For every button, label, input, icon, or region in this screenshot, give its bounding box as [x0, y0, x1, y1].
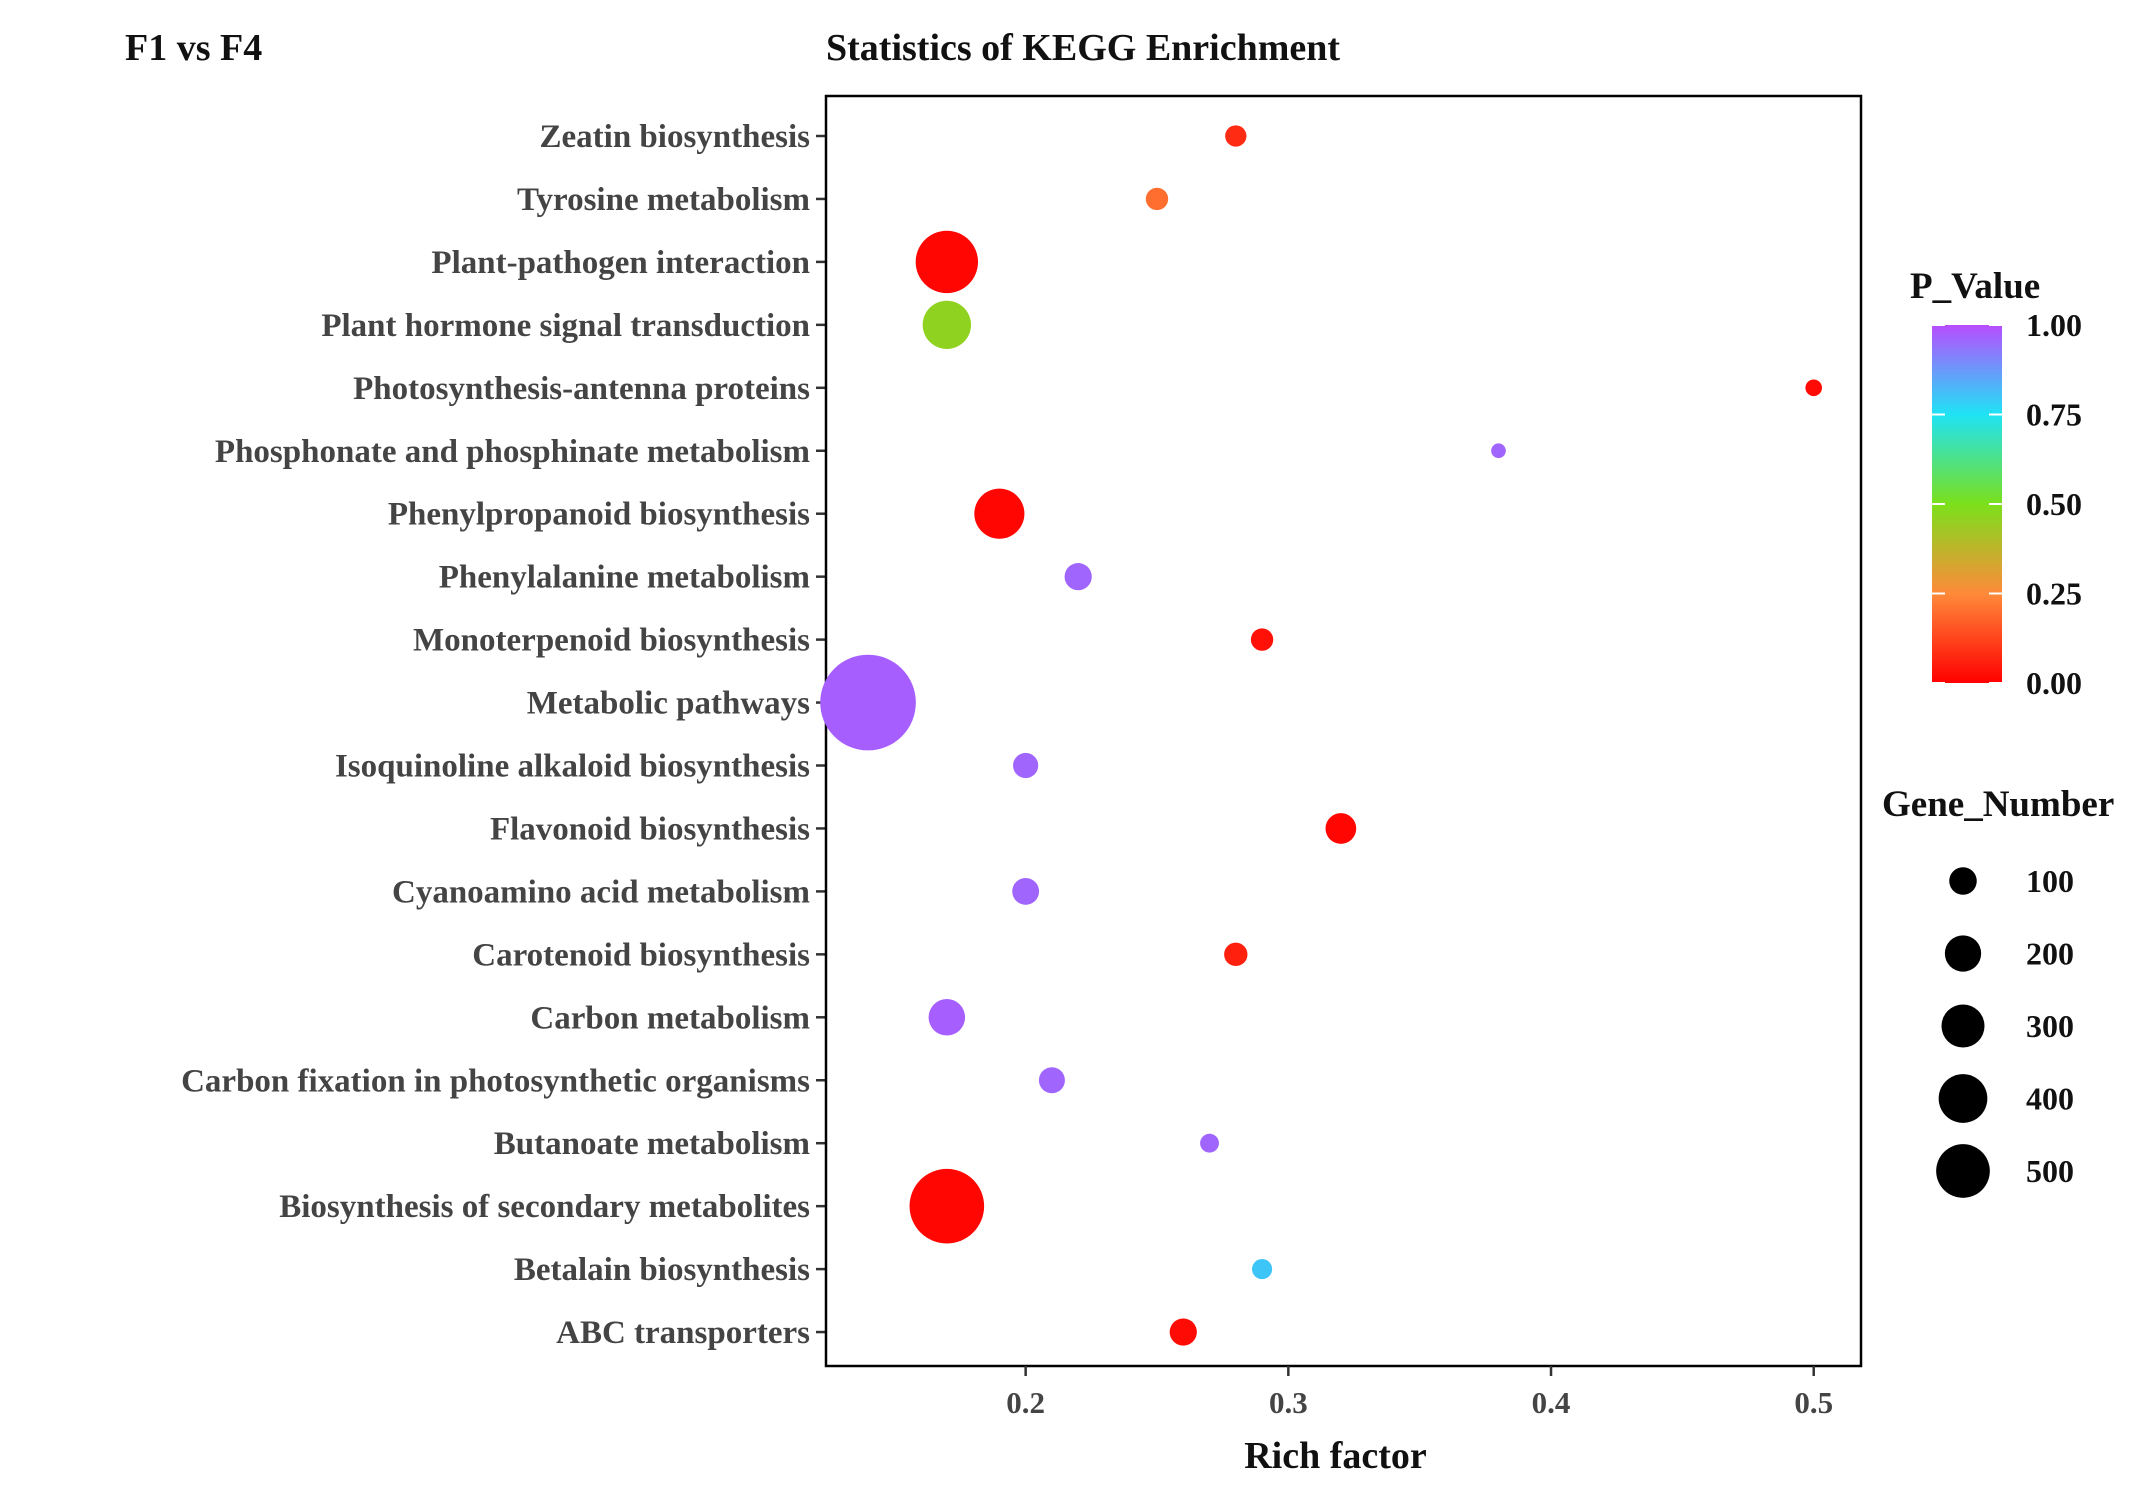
gene-number-legend-dot [1949, 867, 1977, 895]
y-label: Carbon fixation in photosynthetic organi… [181, 1063, 810, 1099]
gene-number-legend-label: 200 [2026, 936, 2074, 972]
comparison-label: F1 vs F4 [125, 27, 263, 69]
y-label: Metabolic pathways [527, 686, 810, 722]
y-label: Zeatin biosynthesis [540, 119, 811, 155]
y-label: Biosynthesis of secondary metabolites [279, 1189, 810, 1225]
gene-number-legend-label: 500 [2026, 1153, 2074, 1189]
data-points [820, 125, 1823, 1346]
p-value-legend-label: 0.25 [2026, 576, 2082, 612]
data-point [1805, 379, 1823, 397]
y-label: Flavonoid biosynthesis [490, 811, 810, 847]
data-point [1012, 877, 1040, 905]
p-value-legend: P_Value 1.00 0.75 0.50 0.25 0.00 [1910, 266, 2082, 701]
gene-number-legend-dot [1944, 935, 1982, 972]
x-tick-label: 0.3 [1269, 1385, 1308, 1420]
p-value-legend-label: 0.00 [2026, 665, 2082, 701]
data-point [974, 488, 1025, 539]
y-label: Isoquinoline alkaloid biosynthesis [335, 749, 810, 785]
data-point [1169, 1318, 1197, 1346]
data-point [1064, 563, 1092, 591]
y-label: Monoterpenoid biosynthesis [413, 623, 810, 659]
data-point [1145, 187, 1169, 211]
data-point [915, 230, 979, 294]
chart-title: Statistics of KEGG Enrichment [826, 27, 1341, 69]
data-point [1225, 125, 1247, 147]
data-point [1200, 1133, 1219, 1153]
plot-panel [824, 94, 1863, 1368]
gene-number-legend: Gene_Number 100 200 300 400 500 [1882, 784, 2114, 1198]
x-axis: 0.2 0.3 0.4 0.5 [1006, 1366, 1833, 1420]
data-point [1325, 813, 1357, 844]
x-tick-label: 0.2 [1006, 1385, 1045, 1420]
y-label: Carotenoid biosynthesis [472, 937, 810, 973]
y-label: Cyanoamino acid metabolism [392, 874, 810, 910]
data-point [1250, 628, 1274, 651]
gene-number-legend-title: Gene_Number [1882, 784, 2114, 825]
y-label: Plant hormone signal transduction [321, 308, 810, 344]
data-point [922, 300, 971, 350]
data-point [928, 999, 966, 1036]
y-label: Plant-pathogen interaction [431, 245, 810, 281]
p-value-legend-label: 1.00 [2026, 307, 2082, 343]
y-label: ABC transporters [556, 1315, 810, 1351]
y-label: Carbon metabolism [530, 1000, 810, 1036]
p-value-legend-label: 0.50 [2026, 486, 2082, 522]
x-tick-label: 0.5 [1794, 1385, 1833, 1420]
gene-number-legend-dot [1938, 1074, 1988, 1123]
gene-number-legend-label: 300 [2026, 1008, 2074, 1044]
gene-number-legend-dot [1936, 1144, 1990, 1198]
y-label: Butanoate metabolism [494, 1126, 810, 1162]
y-label: Phosphonate and phosphinate metabolism [215, 434, 810, 470]
gene-number-legend-dot [1941, 1004, 1985, 1048]
y-axis-labels: Zeatin biosynthesis Tyrosine metabolism Pl… [181, 119, 810, 1351]
data-point [1038, 1067, 1065, 1094]
y-label: Phenylpropanoid biosynthesis [388, 497, 810, 533]
y-label: Photosynthesis-antenna proteins [353, 371, 810, 407]
data-point [1251, 1259, 1273, 1280]
data-point [1013, 752, 1039, 779]
data-point [1491, 443, 1506, 459]
p-value-legend-label: 0.75 [2026, 397, 2082, 433]
y-label: Tyrosine metabolism [517, 182, 810, 218]
data-point [909, 1168, 985, 1244]
data-point [1224, 942, 1248, 967]
p-value-legend-title: P_Value [1910, 266, 2040, 307]
y-label: Betalain biosynthesis [514, 1252, 810, 1288]
data-point [820, 654, 916, 751]
gene-number-legend-label: 400 [2026, 1081, 2074, 1117]
x-tick-label: 0.4 [1532, 1385, 1571, 1420]
x-axis-title: Rich factor [1244, 1435, 1427, 1477]
y-label: Phenylalanine metabolism [439, 560, 810, 596]
gene-number-legend-label: 100 [2026, 863, 2074, 899]
y-axis-ticks [816, 134, 826, 1334]
